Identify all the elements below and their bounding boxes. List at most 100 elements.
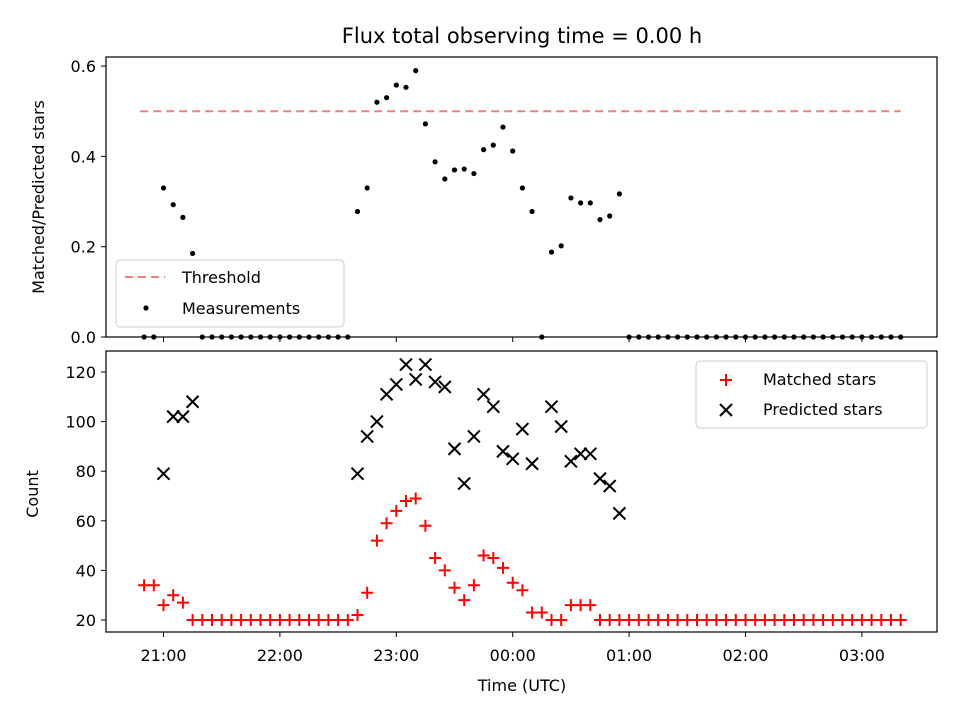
predicted-star-point — [185, 395, 200, 409]
legend-matched-label: Matched stars — [763, 370, 876, 389]
bottom-plot-frame — [105, 350, 938, 633]
matched-star-point — [506, 576, 519, 589]
matched-star-point — [176, 596, 189, 609]
x-tick-label: 03:00 — [839, 646, 885, 665]
legend-predicted-swatch — [719, 403, 733, 417]
predicted-star-point — [505, 452, 520, 466]
predicted-star-point — [593, 471, 607, 486]
matched-star-point — [516, 584, 529, 597]
measurement-point — [190, 250, 196, 257]
measurement-point — [403, 84, 409, 90]
measurement-point — [364, 185, 370, 191]
bottom-x-ticks: 21:00 22:00 23:00 00:00 01:00 02:00 03:00 — [140, 632, 885, 665]
x-tick-label: 21:00 — [140, 646, 186, 665]
measurement-point — [170, 202, 176, 208]
bottom-legend-box — [695, 360, 928, 429]
top-legend: Threshold Measurements — [115, 259, 345, 328]
predicted-star-point — [370, 414, 384, 429]
top-legend-box — [115, 259, 345, 328]
predicted-star-point — [583, 447, 598, 461]
matched-star-point — [390, 504, 403, 517]
predicted-star-point — [602, 479, 617, 493]
predicted-star-point — [447, 442, 462, 456]
matched-star-point — [555, 614, 568, 626]
predicted-star-point — [467, 429, 481, 444]
predicted-star-point — [176, 409, 190, 424]
bottom-legend: Matched stars Predicted stars — [695, 360, 928, 429]
matched-star-point — [157, 599, 170, 612]
measurement-point — [451, 167, 458, 173]
predicted-star-point — [360, 429, 374, 444]
x-tick-label: 22:00 — [257, 646, 303, 665]
predicted-star-point — [418, 357, 433, 372]
measurement-point — [422, 121, 428, 127]
matched-star-point — [477, 549, 490, 562]
matched-star-point — [409, 492, 422, 505]
predicted-stars-points — [156, 357, 627, 521]
bottom-y-tick-label: 60 — [76, 512, 96, 531]
measurement-point — [519, 185, 526, 191]
matched-star-point — [341, 614, 354, 626]
x-axis-label: Time (UTC) — [477, 676, 566, 695]
matched-stars-points — [138, 492, 907, 626]
matched-star-point — [487, 552, 500, 564]
measurement-point — [471, 170, 477, 177]
chart-title: Flux total observing time = 0.00 h — [342, 24, 702, 48]
matched-star-point — [584, 599, 597, 612]
matched-star-point — [497, 561, 509, 574]
top-y-ticks: 0.0 0.2 0.4 0.6 — [71, 57, 106, 347]
matched-star-point — [351, 609, 364, 622]
legend-predicted-label: Predicted stars — [763, 400, 883, 419]
measurement-point — [432, 159, 438, 165]
matched-star-point — [535, 606, 548, 619]
measurement-point — [529, 208, 535, 215]
bottom-y-ticks: 20 40 60 80 100 120 — [65, 363, 106, 630]
measurement-point — [587, 200, 593, 206]
bottom-y-tick-label: 120 — [65, 363, 96, 382]
top-panel: 0.0 0.2 0.4 0.6 Matched/Predicted stars Thr… — [29, 56, 938, 347]
predicted-star-point — [438, 380, 452, 394]
measurement-point — [616, 191, 623, 197]
predicted-star-point — [428, 375, 442, 389]
measurement-point — [481, 147, 487, 153]
matched-star-point — [370, 534, 383, 547]
matched-star-point — [429, 552, 442, 564]
measurement-point — [578, 200, 584, 206]
predicted-star-point — [457, 476, 471, 491]
measurement-point — [180, 214, 186, 220]
predicted-star-point — [389, 377, 404, 392]
measurement-point — [374, 99, 380, 105]
top-y-axis-label: Matched/Predicted stars — [29, 100, 48, 294]
predicted-star-point — [486, 400, 501, 414]
predicted-star-point — [399, 357, 413, 372]
matched-star-point — [400, 494, 412, 507]
measurement-point — [393, 82, 399, 88]
bottom-y-tick-label: 40 — [76, 561, 96, 580]
matched-star-point — [361, 586, 374, 599]
predicted-star-point — [573, 447, 588, 461]
top-y-tick-label: 0.4 — [71, 147, 96, 166]
predicted-star-point — [166, 409, 180, 424]
bottom-panel: 20 40 60 80 100 120 21:00 22:00 23:00 00:00 01:00… — [23, 350, 938, 695]
measurement-point — [160, 185, 167, 191]
predicted-star-point — [525, 457, 539, 471]
measurement-point — [354, 208, 361, 215]
top-y-tick-label: 0.0 — [71, 328, 96, 347]
predicted-star-point — [496, 444, 510, 459]
measurement-point — [413, 68, 419, 74]
matched-star-point — [894, 614, 907, 626]
legend-measurements-label: Measurements — [182, 299, 300, 318]
predicted-star-point — [156, 466, 171, 481]
x-tick-label: 23:00 — [373, 646, 419, 665]
predicted-star-point — [408, 372, 423, 387]
predicted-star-point — [515, 422, 530, 436]
matched-star-point — [167, 589, 180, 602]
predicted-star-point — [612, 506, 627, 521]
bottom-y-tick-label: 80 — [76, 462, 96, 481]
matched-star-point — [467, 579, 480, 592]
measurement-point — [607, 213, 613, 219]
x-tick-label: 01:00 — [606, 646, 652, 665]
measurement-point — [510, 148, 516, 154]
bottom-y-tick-label: 20 — [76, 611, 96, 630]
